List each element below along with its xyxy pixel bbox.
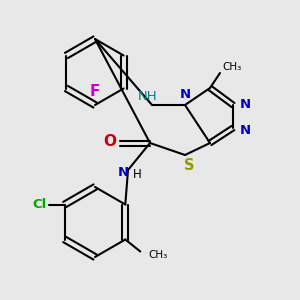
Text: S: S <box>184 158 194 173</box>
Text: F: F <box>90 83 100 98</box>
Text: N: N <box>117 167 129 179</box>
Text: CH₃: CH₃ <box>148 250 168 260</box>
Text: N: N <box>239 124 250 136</box>
Text: Cl: Cl <box>33 198 47 211</box>
Text: N: N <box>239 98 250 112</box>
Text: O: O <box>103 134 116 149</box>
Text: CH₃: CH₃ <box>222 62 241 72</box>
Text: N: N <box>179 88 191 100</box>
Text: NH: NH <box>138 89 158 103</box>
Text: H: H <box>133 169 141 182</box>
